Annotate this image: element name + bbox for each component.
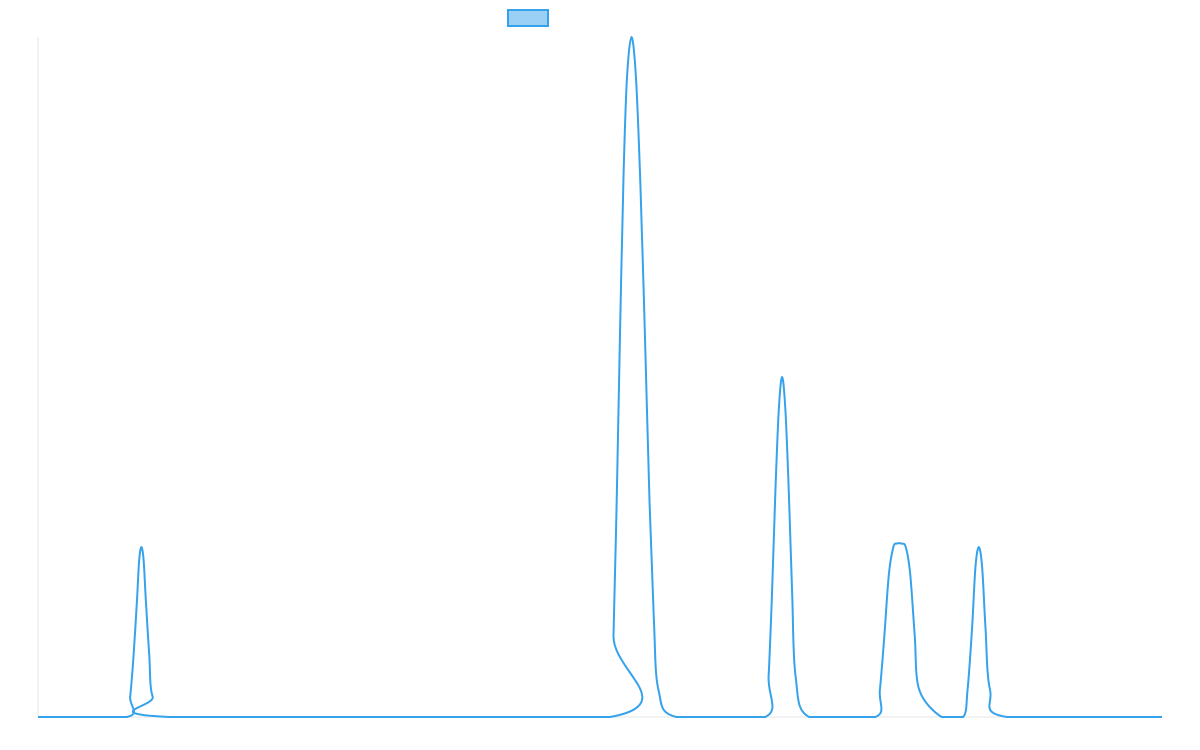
legend[interactable] (507, 9, 549, 27)
series-layer (37, 36, 1162, 719)
series-line-0 (37, 36, 1162, 719)
legend-swatch[interactable] (507, 9, 549, 27)
